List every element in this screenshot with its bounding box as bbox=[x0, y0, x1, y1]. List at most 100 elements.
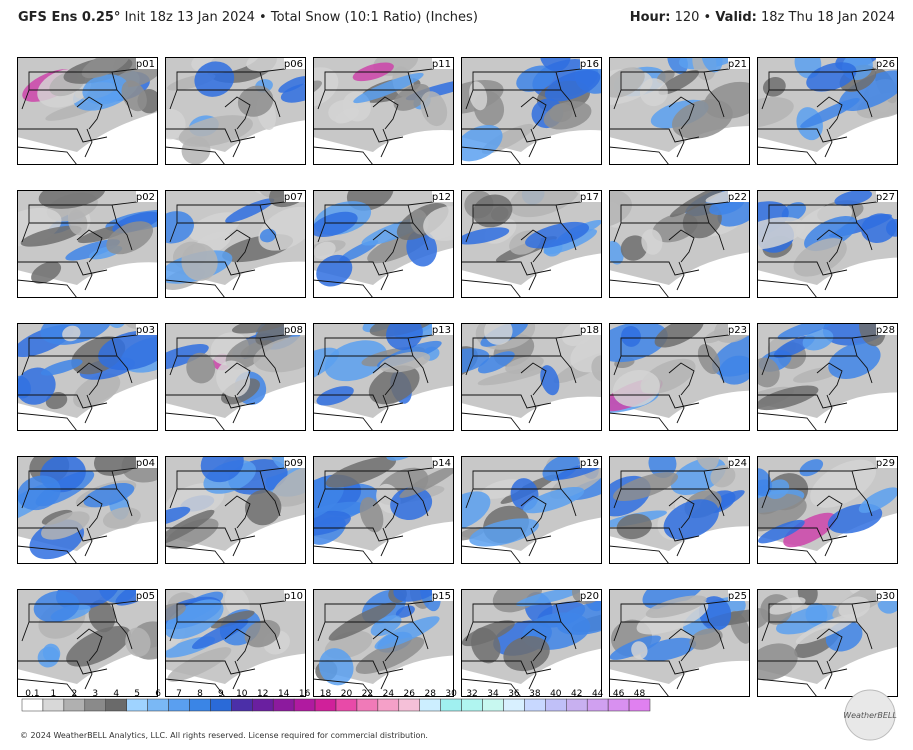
map-panel bbox=[461, 589, 602, 697]
snow-blob bbox=[165, 211, 194, 244]
panel-label: p25 bbox=[728, 591, 747, 602]
map-panel bbox=[165, 589, 306, 697]
colorbar-label: 3 bbox=[92, 689, 98, 699]
snow-blob bbox=[278, 76, 306, 93]
logo-circle bbox=[844, 689, 896, 741]
snow-blob bbox=[324, 340, 388, 382]
map-panel bbox=[165, 323, 306, 431]
colorbar-label: 22 bbox=[362, 689, 373, 699]
snow-blob bbox=[316, 386, 354, 406]
snow-blob bbox=[62, 325, 81, 342]
colorbar-cell bbox=[42, 698, 65, 712]
snow-blob bbox=[793, 238, 847, 277]
colorbar-cell bbox=[398, 698, 420, 712]
colorbar-label: 42 bbox=[571, 689, 582, 699]
panel-label: p26 bbox=[876, 59, 895, 70]
map-panel bbox=[757, 323, 898, 431]
snow-blob bbox=[359, 497, 384, 533]
snow-blob bbox=[697, 344, 721, 375]
map-border bbox=[461, 190, 602, 298]
snow-blob bbox=[757, 217, 806, 250]
snow-blob bbox=[420, 91, 448, 127]
snow-blob bbox=[757, 385, 819, 411]
panel-label: p09 bbox=[284, 458, 303, 469]
panel-label: p29 bbox=[876, 458, 895, 469]
snow-blob bbox=[631, 641, 648, 660]
colorbar-cell bbox=[524, 698, 546, 712]
map-panel bbox=[17, 190, 158, 298]
snow-blob bbox=[509, 190, 581, 218]
snow-blob bbox=[757, 493, 807, 532]
snow-blob bbox=[616, 513, 652, 540]
snow-blob bbox=[719, 355, 750, 385]
snow-blob bbox=[313, 510, 351, 537]
snow-blob bbox=[191, 619, 249, 650]
snow-blob bbox=[609, 190, 632, 228]
map-border bbox=[17, 589, 158, 697]
colorbar-label: 8 bbox=[197, 689, 203, 699]
colorbar-cell bbox=[126, 698, 148, 712]
valid: 18z Thu 18 Jan 2024 bbox=[761, 10, 895, 25]
snow-blob bbox=[280, 83, 306, 103]
snow-blob bbox=[125, 627, 151, 657]
panel-label: p27 bbox=[876, 192, 895, 203]
snow-blob bbox=[472, 194, 513, 228]
snow-blob bbox=[620, 235, 648, 261]
map-panel bbox=[165, 190, 306, 298]
snow-blob bbox=[210, 610, 255, 629]
map-border bbox=[609, 323, 750, 431]
snow-blob bbox=[328, 602, 397, 641]
map-panel bbox=[609, 190, 750, 298]
colorbar-cell bbox=[356, 698, 379, 712]
map-panel bbox=[313, 323, 454, 431]
snow-blob bbox=[861, 213, 897, 244]
snow-blob bbox=[186, 352, 216, 384]
snow-blob bbox=[237, 85, 274, 117]
snow-blob bbox=[757, 468, 772, 497]
map-panel bbox=[757, 57, 898, 165]
panel-label-bg bbox=[728, 191, 749, 202]
snow-blob bbox=[505, 355, 544, 374]
map-panel bbox=[609, 589, 750, 697]
panel-label: p30 bbox=[876, 591, 895, 602]
map-panel bbox=[313, 589, 454, 697]
map-panel bbox=[461, 456, 602, 564]
panel-label: p15 bbox=[432, 591, 451, 602]
snow-blob bbox=[694, 456, 720, 470]
snow-blob bbox=[165, 506, 191, 526]
snow-blob bbox=[802, 329, 834, 351]
snow-blob bbox=[316, 254, 353, 287]
snow-blob bbox=[556, 600, 602, 635]
colorbar-cell bbox=[21, 698, 44, 712]
snow-blob bbox=[689, 628, 723, 650]
map-border bbox=[757, 323, 898, 431]
map-panel bbox=[609, 57, 750, 165]
snow-blob bbox=[165, 518, 219, 550]
colorbar-label: 30 bbox=[445, 689, 457, 699]
snow-blob bbox=[73, 373, 121, 409]
map-border bbox=[165, 323, 306, 431]
snow-blob bbox=[423, 206, 454, 241]
map-border bbox=[757, 190, 898, 298]
map-panel bbox=[313, 456, 454, 564]
colorbar-cell bbox=[482, 698, 504, 712]
map-border bbox=[461, 57, 602, 165]
snow-blob bbox=[31, 261, 62, 284]
colorbar-label: 28 bbox=[424, 689, 436, 699]
panel-label: p20 bbox=[580, 591, 599, 602]
snow-blob bbox=[370, 615, 402, 637]
map-panel bbox=[609, 456, 750, 564]
snow-blob bbox=[271, 463, 306, 507]
snow-blob bbox=[82, 74, 129, 105]
colorbar-label: 1 bbox=[51, 689, 57, 699]
snow-blob bbox=[313, 347, 340, 386]
colorbar-cell bbox=[607, 698, 630, 712]
colorbar-cell bbox=[105, 698, 127, 712]
map-panel bbox=[17, 589, 158, 697]
model: GFS Ens 0.25° bbox=[18, 10, 121, 25]
snow-blob bbox=[859, 323, 886, 347]
map-border bbox=[609, 57, 750, 165]
panel-label-bg bbox=[580, 191, 601, 202]
snow-blob bbox=[216, 360, 251, 398]
panel-label-bg bbox=[432, 58, 453, 69]
